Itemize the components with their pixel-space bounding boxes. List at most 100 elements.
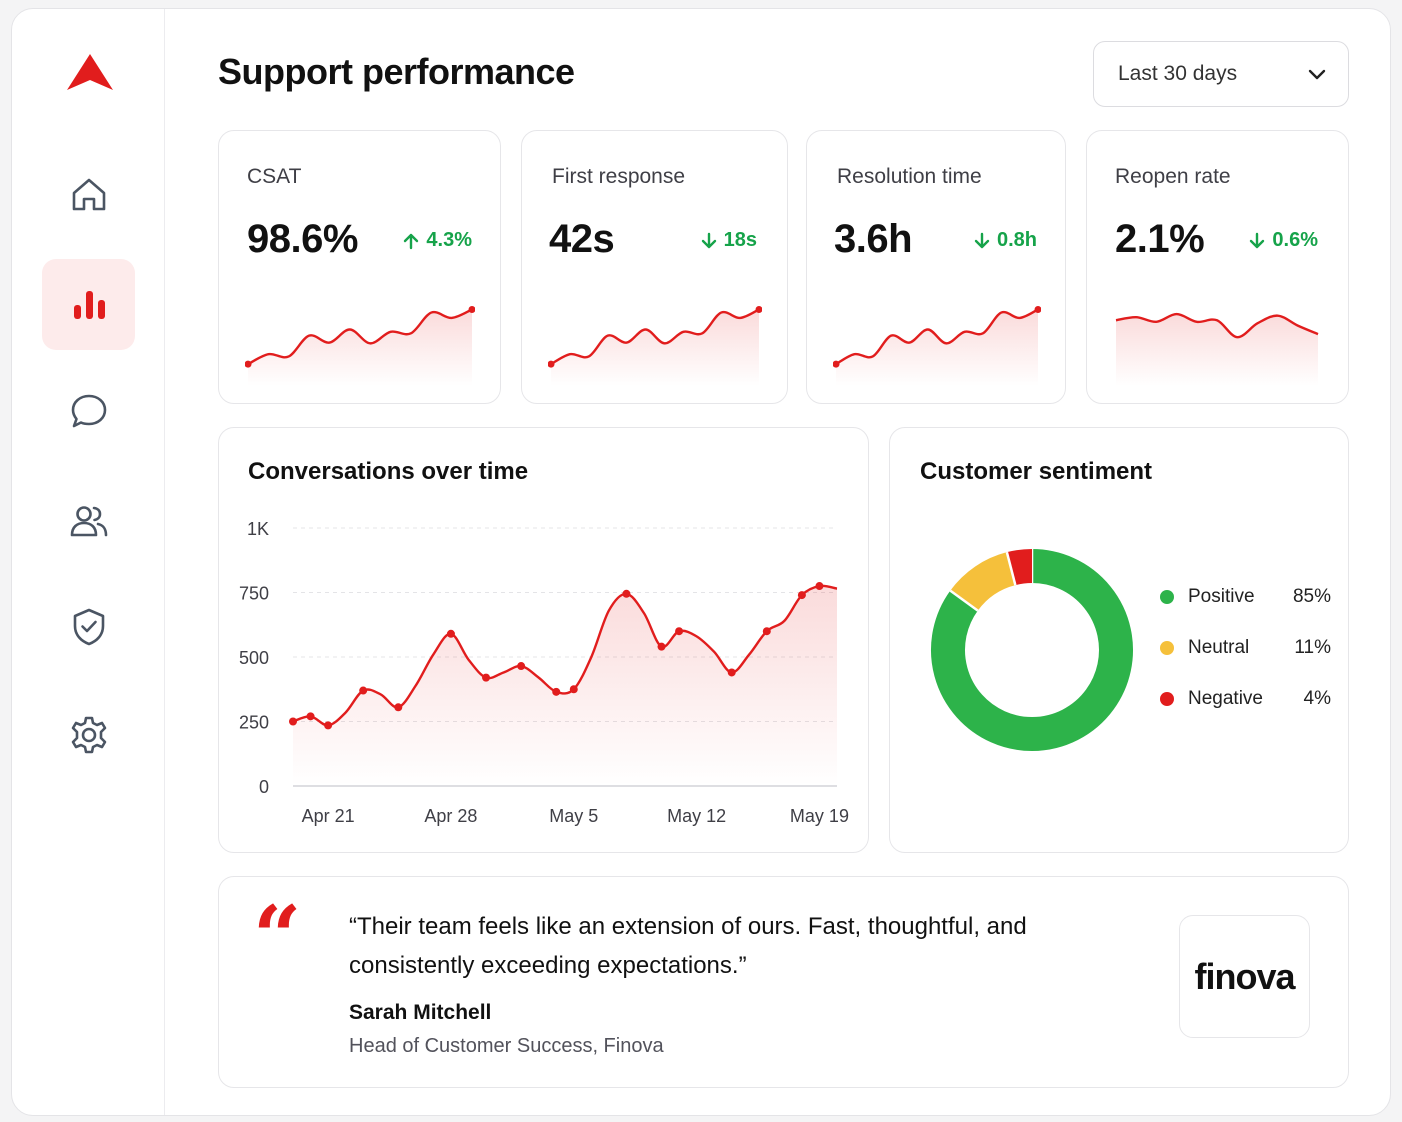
sparkline-area <box>248 309 472 386</box>
donut-slice-separator <box>949 589 979 612</box>
kpi-label: CSAT <box>247 165 302 188</box>
series-area <box>293 585 837 786</box>
chevron-down-icon <box>1308 69 1326 80</box>
legend-label: Neutral <box>1188 637 1250 658</box>
x-tick-label: May 5 <box>549 806 598 826</box>
kpi-delta: 0.8h <box>973 229 1037 252</box>
legend-item-neutral: Neutral 11% <box>1160 637 1331 659</box>
x-tick-label: Apr 28 <box>424 806 477 826</box>
sparkline-line <box>835 308 1039 366</box>
data-point <box>482 673 491 682</box>
legend-dot-neutral <box>1160 641 1174 655</box>
legend-dot-positive <box>1160 590 1174 604</box>
triangle-logo[interactable] <box>65 52 115 92</box>
donut-slice-positive <box>931 549 1133 751</box>
chart-title: Conversations over time <box>248 458 529 485</box>
sentiment-title: Customer sentiment <box>920 458 1153 485</box>
dashboard-window: Support performance Last 30 days CSAT 98… <box>11 8 1391 1116</box>
sidebar-item-security[interactable] <box>42 581 135 672</box>
sparkline-point <box>245 360 252 368</box>
sidebar-item-messages[interactable] <box>42 365 135 456</box>
kpi-label: First response <box>552 165 686 188</box>
conversations-line-chart: 0 250 500 750 1K Apr 21 Apr 28 May 5 May 12 May 1… <box>239 519 849 826</box>
kpi-label: Reopen rate <box>1115 165 1231 188</box>
x-tick-label: Apr 21 <box>302 806 355 826</box>
legend-value: 4% <box>1303 688 1331 709</box>
y-tick-label: 750 <box>239 584 269 604</box>
testimonial-quote: “Their team feels like an extension of o… <box>349 913 1027 979</box>
kpi-card-resolution-time[interactable]: Resolution time 3.6h 0.8h <box>806 130 1066 404</box>
y-tick-label: 1K <box>247 519 269 539</box>
kpi-value: 42s <box>549 217 615 261</box>
donut-slice-neutral <box>950 552 1016 612</box>
quote-mark-icon: “ <box>253 887 302 986</box>
data-point <box>762 627 771 636</box>
y-tick-label: 250 <box>239 713 269 733</box>
data-point <box>517 662 526 671</box>
sparkline-point <box>1034 305 1041 313</box>
sparkline-area <box>1116 314 1318 386</box>
data-point <box>394 703 403 712</box>
kpi-delta-value: 0.8h <box>996 229 1037 251</box>
kpi-value: 3.6h <box>834 217 913 261</box>
sidebar-item-users[interactable] <box>42 475 135 566</box>
sidebar-item-settings[interactable] <box>42 689 135 780</box>
data-point <box>727 668 736 677</box>
kpi-delta: 0.6% <box>1248 229 1318 252</box>
data-point <box>324 721 333 730</box>
kpi-delta: 4.3% <box>402 229 472 252</box>
kpi-label: Resolution time <box>837 165 982 188</box>
kpi-delta-value: 18s <box>723 229 757 251</box>
sparkline-line <box>550 308 760 366</box>
gear-icon <box>71 716 106 753</box>
legend-value: 85% <box>1292 586 1331 607</box>
data-point <box>446 629 455 638</box>
sparkline-point <box>755 305 762 313</box>
y-tick-label: 0 <box>259 777 269 797</box>
kpi-card-csat[interactable]: CSAT 98.6% 4.3% <box>218 130 501 404</box>
kpi-delta-value: 4.3% <box>426 229 472 251</box>
sparkline <box>1115 312 1319 386</box>
sparkline-point <box>833 360 840 368</box>
kpi-card-first-response[interactable]: First response 42s 18s <box>521 130 788 404</box>
sparkline <box>833 305 1041 386</box>
sidebar-item-home[interactable] <box>42 149 135 240</box>
brand-logo-box: finova <box>1179 915 1310 1038</box>
sparkline <box>245 305 475 386</box>
data-point <box>622 589 631 598</box>
kpi-value: 2.1% <box>1115 217 1205 261</box>
legend-dot-negative <box>1160 692 1174 706</box>
donut-slice-negative <box>1006 549 1033 586</box>
data-point <box>569 685 578 694</box>
kpi-delta-value: 0.6% <box>1272 229 1318 251</box>
data-point <box>815 582 824 591</box>
sidebar-item-analytics[interactable] <box>42 259 135 350</box>
sparkline-area <box>836 309 1038 386</box>
data-point <box>289 717 297 726</box>
legend-label: Negative <box>1188 688 1263 709</box>
page-title: Support performance <box>218 51 575 92</box>
data-point <box>657 642 666 651</box>
data-point <box>359 686 368 695</box>
sentiment-card: Customer sentiment Positive 85% Neutral … <box>889 427 1349 853</box>
sparkline <box>548 305 762 386</box>
date-range-value: Last 30 days <box>1118 62 1238 85</box>
kpi-value: 98.6% <box>247 217 358 261</box>
users-icon <box>70 505 107 536</box>
date-range-select[interactable]: Last 30 days <box>1093 41 1349 107</box>
arrow-down-icon <box>1250 232 1265 248</box>
kpi-card-reopen-rate[interactable]: Reopen rate 2.1% 0.6% <box>1086 130 1349 404</box>
legend-item-positive: Positive 85% <box>1160 586 1331 608</box>
y-tick-label: 500 <box>239 648 269 668</box>
sidebar <box>12 9 165 1115</box>
testimonial-card: “ “Their team feels like an extension of… <box>218 876 1349 1088</box>
legend-item-negative: Negative 4% <box>1160 688 1331 710</box>
chat-bubble-icon <box>71 394 106 427</box>
sentiment-donut-chart <box>931 549 1133 751</box>
brand-logo: finova <box>1194 955 1295 997</box>
testimonial-role: Head of Customer Success, Finova <box>349 1035 664 1057</box>
conversations-chart-card: Conversations over time 0 250 500 750 1K Apr … <box>218 427 869 853</box>
data-point <box>306 712 315 721</box>
x-tick-label: May 19 <box>790 806 849 826</box>
arrow-down-icon <box>701 232 716 248</box>
